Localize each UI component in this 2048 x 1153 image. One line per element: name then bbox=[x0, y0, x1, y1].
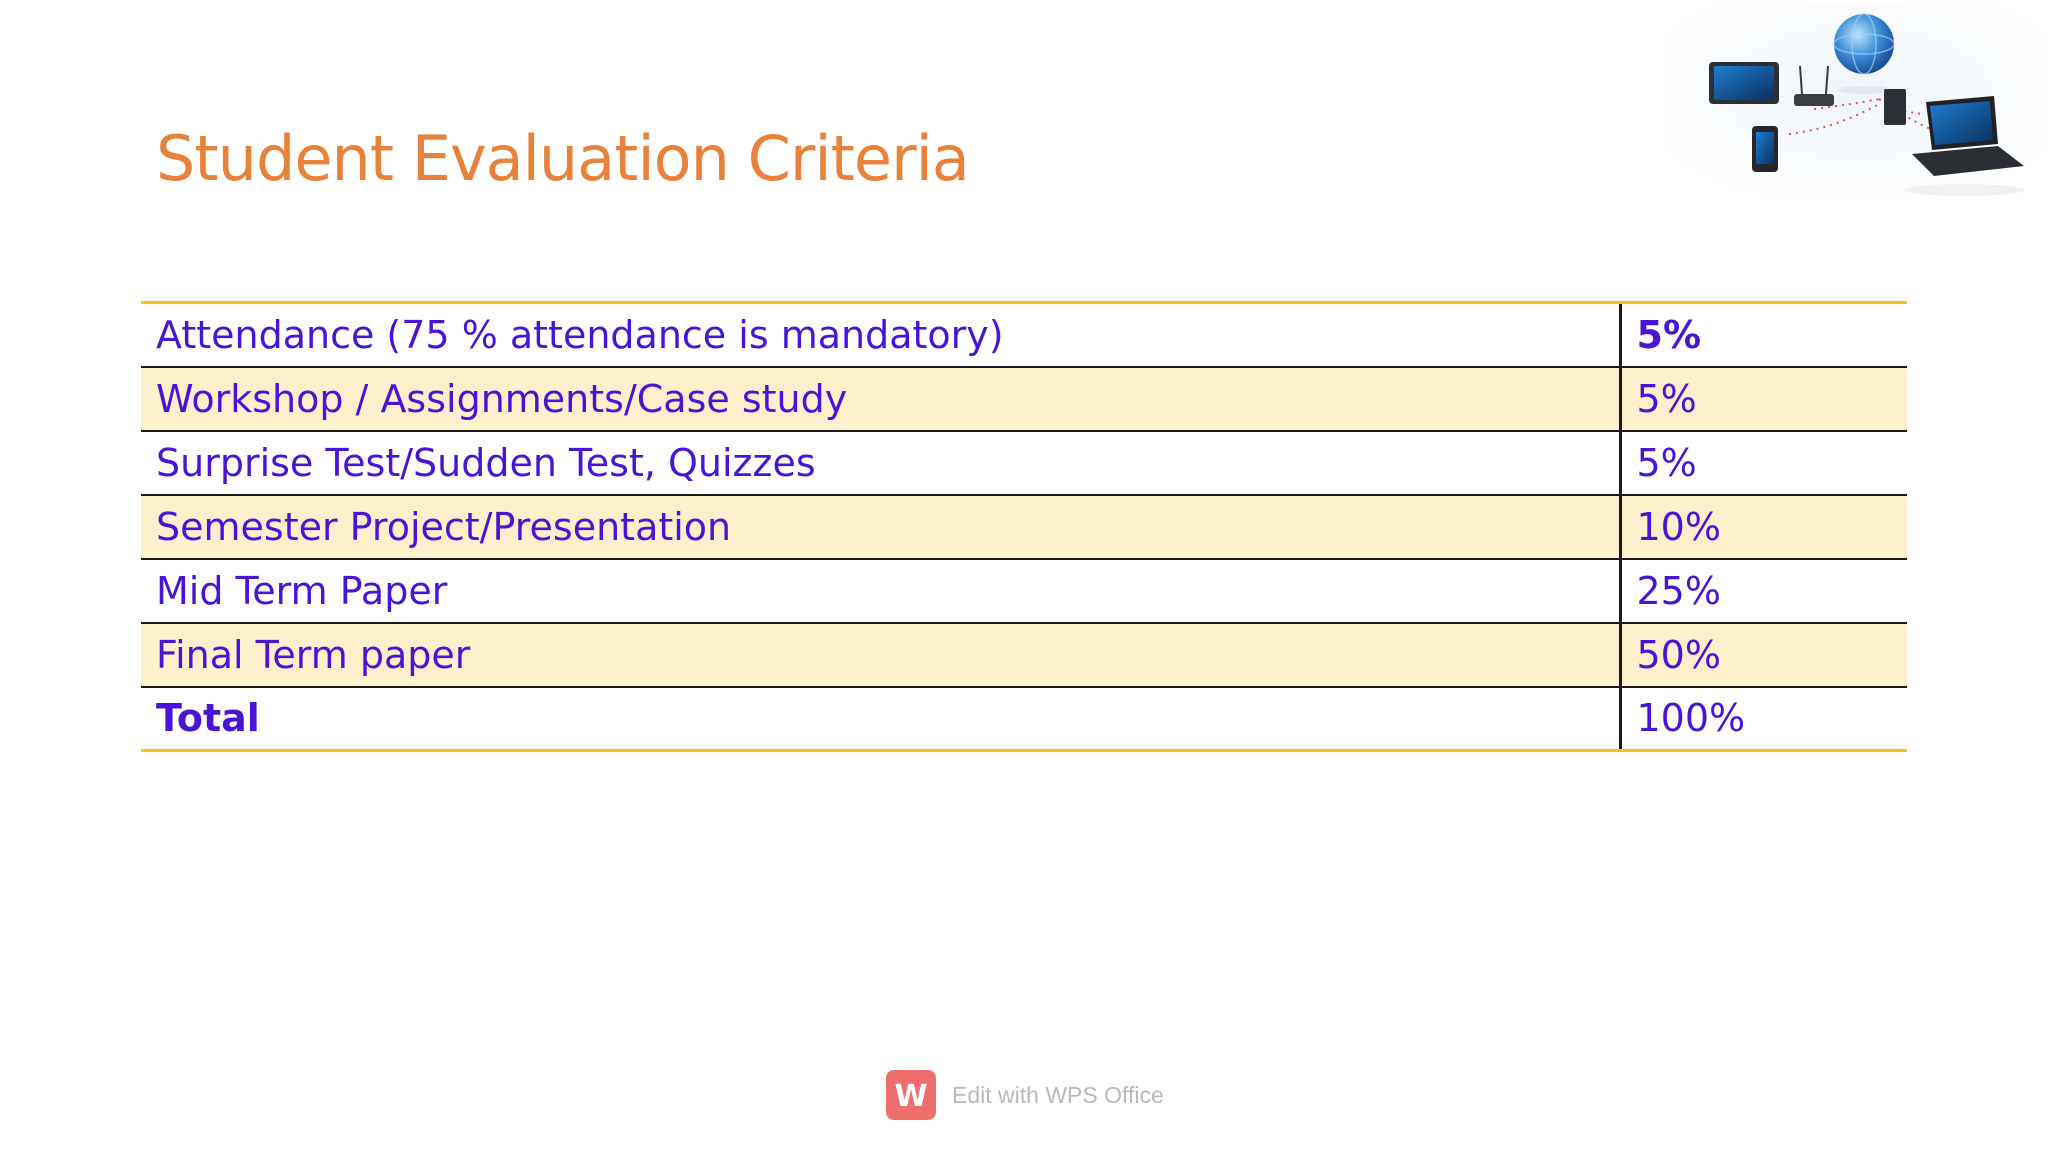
criteria-label: Final Term paper bbox=[141, 621, 1620, 688]
table-row: Surprise Test/Sudden Test, Quizzes 5% bbox=[141, 429, 1907, 496]
criteria-weight: 50% bbox=[1618, 621, 1907, 688]
criteria-weight: 10% bbox=[1618, 493, 1907, 560]
table-row: Attendance (75 % attendance is mandatory… bbox=[141, 301, 1907, 368]
table-row: Semester Project/Presentation 10% bbox=[141, 493, 1907, 560]
criteria-label: Mid Term Paper bbox=[141, 557, 1620, 624]
slide-title: Student Evaluation Criteria bbox=[156, 122, 970, 195]
network-devices-icon bbox=[1664, 4, 2048, 254]
criteria-weight: 25% bbox=[1618, 557, 1907, 624]
watermark-text: Edit with WPS Office bbox=[952, 1081, 1164, 1108]
table-row: Final Term paper 50% bbox=[141, 621, 1907, 688]
criteria-label: Workshop / Assignments/Case study bbox=[141, 365, 1620, 432]
wps-watermark: W Edit with WPS Office bbox=[886, 1070, 1164, 1120]
wps-office-logo-icon: W bbox=[886, 1070, 936, 1120]
criteria-weight: 5% bbox=[1618, 301, 1907, 368]
criteria-label: Semester Project/Presentation bbox=[141, 493, 1620, 560]
criteria-weight: 5% bbox=[1618, 365, 1907, 432]
table-row: Mid Term Paper 25% bbox=[141, 557, 1907, 624]
table-row-total: Total 100% bbox=[141, 685, 1907, 752]
wps-logo-letter: W bbox=[894, 1079, 927, 1114]
table-row: Workshop / Assignments/Case study 5% bbox=[141, 365, 1907, 432]
total-weight: 100% bbox=[1618, 685, 1907, 752]
evaluation-criteria-table: Attendance (75 % attendance is mandatory… bbox=[141, 301, 1907, 752]
criteria-label: Surprise Test/Sudden Test, Quizzes bbox=[141, 429, 1620, 496]
criteria-label: Attendance (75 % attendance is mandatory… bbox=[141, 301, 1620, 368]
total-label: Total bbox=[141, 685, 1620, 752]
criteria-weight: 5% bbox=[1618, 429, 1907, 496]
